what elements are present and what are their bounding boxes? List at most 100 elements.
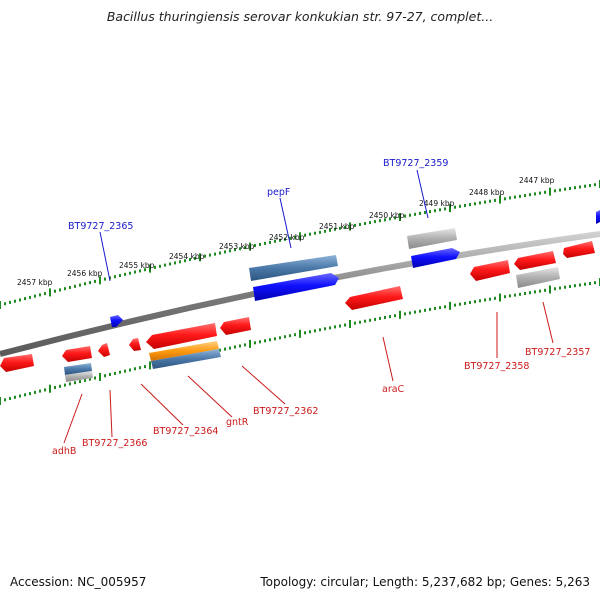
gene-label[interactable]: adhB <box>52 446 76 457</box>
gene-label[interactable]: BT9727_2359 <box>383 158 448 169</box>
minor-tick <box>379 219 381 223</box>
gene-label[interactable]: BT9727_2357 <box>525 347 590 358</box>
gene-arrow-reverse[interactable] <box>129 338 141 351</box>
minor-tick <box>439 208 441 212</box>
minor-tick <box>154 265 156 269</box>
gene-arrow-grey[interactable] <box>516 267 560 288</box>
gene-arrow-rna[interactable] <box>151 349 221 369</box>
major-tick <box>549 285 551 294</box>
minor-tick <box>489 297 491 301</box>
minor-tick <box>364 319 366 323</box>
minor-tick <box>414 212 416 216</box>
gene-arrow-grey[interactable] <box>65 371 93 382</box>
major-tick <box>449 204 451 213</box>
gene-arrow-grey[interactable] <box>407 228 457 249</box>
minor-tick <box>474 202 476 206</box>
minor-tick <box>309 232 311 236</box>
minor-tick <box>369 221 371 225</box>
gene-label[interactable]: BT9727_2362 <box>253 406 318 417</box>
kbp-label: 2454 kbp <box>169 252 205 261</box>
minor-tick <box>344 323 346 327</box>
minor-tick <box>119 370 121 374</box>
gene-arrow-forward[interactable] <box>411 248 460 268</box>
minor-tick <box>409 311 411 315</box>
gene-label[interactable]: araC <box>382 384 405 395</box>
gene-arrow-rna[interactable] <box>64 363 92 375</box>
minor-tick <box>134 270 136 274</box>
minor-tick <box>219 251 221 255</box>
minor-tick <box>124 272 126 276</box>
major-tick <box>499 195 501 204</box>
minor-tick <box>214 252 216 256</box>
gene-arrow-reverse[interactable] <box>0 354 34 372</box>
minor-tick <box>69 382 71 386</box>
minor-tick <box>434 307 436 310</box>
gene-arrow-forward[interactable] <box>253 273 339 301</box>
minor-tick <box>229 346 231 350</box>
minor-tick <box>164 263 166 267</box>
gene-arrow-orange[interactable] <box>149 341 219 361</box>
minor-tick <box>554 287 556 291</box>
minor-tick <box>44 388 46 392</box>
minor-tick <box>319 328 321 332</box>
gene-label[interactable]: BT9727_2366 <box>82 438 147 449</box>
minor-tick <box>554 189 556 193</box>
gene-arrow-forward[interactable] <box>110 315 123 327</box>
minor-tick <box>464 204 466 207</box>
minor-tick <box>464 301 466 305</box>
minor-tick <box>224 250 226 254</box>
minor-tick <box>4 398 6 402</box>
minor-tick <box>364 222 366 225</box>
minor-tick <box>579 283 581 287</box>
gene-arrow-reverse[interactable] <box>220 317 251 335</box>
minor-tick <box>209 253 211 257</box>
minor-tick <box>494 198 496 202</box>
kbp-label: 2449 kbp <box>419 199 455 208</box>
gene-arrow-reverse[interactable] <box>345 286 403 310</box>
kbp-label: 2451 kbp <box>319 222 355 231</box>
minor-tick <box>454 205 456 209</box>
minor-tick <box>384 218 386 222</box>
minor-tick <box>564 285 566 289</box>
gene-arrow-reverse[interactable] <box>563 241 595 258</box>
minor-tick <box>89 377 91 381</box>
minor-tick <box>74 284 76 288</box>
gene-label[interactable]: BT9727_2364 <box>153 426 218 437</box>
major-tick <box>249 242 251 251</box>
minor-tick <box>219 348 221 352</box>
minor-tick <box>264 339 266 343</box>
minor-tick <box>274 337 276 341</box>
gene-arrow-rna[interactable] <box>249 255 338 281</box>
minor-tick <box>269 338 271 342</box>
minor-tick <box>539 191 541 195</box>
minor-tick <box>329 228 331 232</box>
minor-tick <box>319 230 321 234</box>
minor-tick <box>419 309 421 313</box>
gene-arrow-forward[interactable] <box>596 210 600 224</box>
minor-tick <box>244 246 246 250</box>
minor-tick <box>524 194 526 197</box>
minor-tick <box>324 229 326 233</box>
minor-tick <box>359 320 361 324</box>
major-tick <box>399 310 401 319</box>
minor-tick <box>294 333 296 337</box>
minor-tick <box>529 291 531 295</box>
gene-arrow-reverse[interactable] <box>98 343 110 357</box>
minor-tick <box>64 287 66 291</box>
gene-arrow-reverse[interactable] <box>146 323 217 349</box>
minor-tick <box>359 223 361 226</box>
gene-arrow-reverse[interactable] <box>514 251 556 270</box>
minor-tick <box>584 184 586 188</box>
gene-label[interactable]: BT9727_2358 <box>464 361 529 372</box>
kbp-label: 2457 kbp <box>17 278 53 287</box>
minor-tick <box>489 199 491 203</box>
gene-arrow-reverse[interactable] <box>470 260 510 281</box>
gene-arrow-reverse[interactable] <box>62 346 92 362</box>
minor-tick <box>534 290 536 294</box>
genome-title: Bacillus thuringiensis serovar konkukian… <box>106 9 494 24</box>
minor-tick <box>544 190 546 194</box>
gene-label[interactable]: pepF <box>267 187 290 198</box>
gene-label[interactable]: gntR <box>226 417 249 428</box>
gene-label[interactable]: BT9727_2365 <box>68 221 133 232</box>
minor-tick <box>144 268 146 272</box>
